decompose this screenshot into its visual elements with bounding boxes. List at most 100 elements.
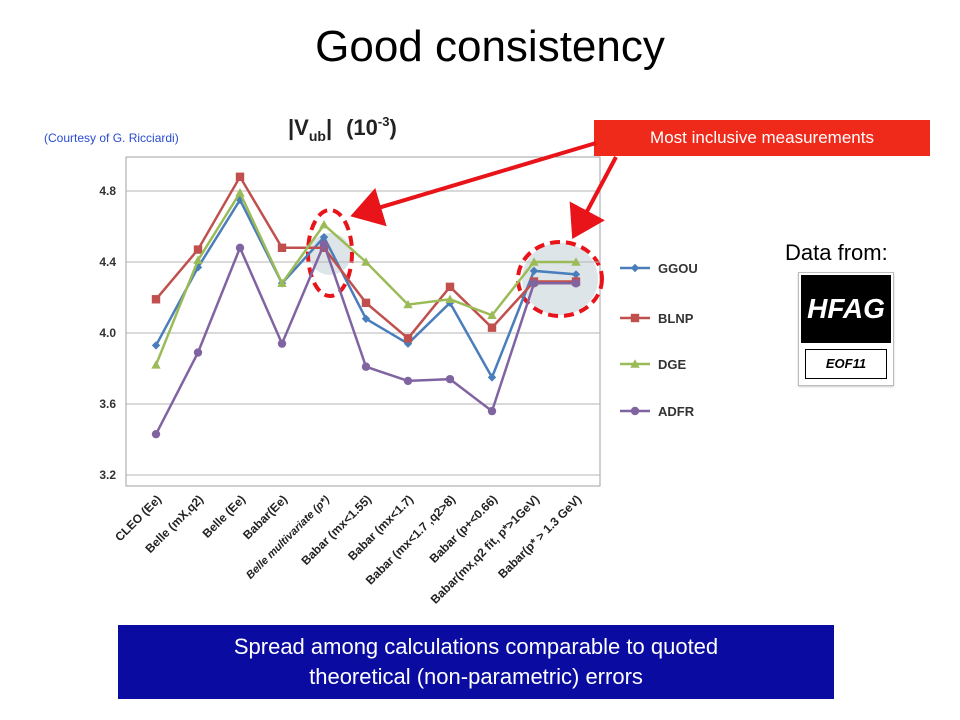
- data-from-label: Data from:: [785, 240, 888, 265]
- arrow-to-babar-inclusive: [569, 156, 618, 240]
- data-point-blnp: [193, 245, 203, 254]
- data-point-adfr: [193, 348, 203, 357]
- data-point-dge: [445, 294, 455, 303]
- highlight-circle-left: [306, 208, 354, 298]
- x-tick-label: CLEO (Ee): [112, 492, 164, 544]
- data-point-adfr: [151, 429, 161, 439]
- x-tick-label: Belle (mX,q2): [142, 492, 206, 556]
- summary-box: Spread among calculations comparable to …: [118, 625, 834, 699]
- legend-label-adfr: ADFR: [658, 404, 695, 419]
- data-point-blnp: [487, 323, 497, 332]
- slide-title: Good consistency: [315, 22, 665, 71]
- data-point-ggou: [193, 263, 203, 272]
- data-point-blnp: [151, 295, 161, 304]
- chart-title-sub: ub: [309, 128, 326, 144]
- data-point-dge: [403, 299, 413, 309]
- hfag-logo-text: HFAG: [801, 275, 891, 343]
- x-tick-label: Babar(p* > 1.3 GeV): [495, 492, 584, 581]
- series-line-ggou: [154, 197, 577, 381]
- highlight-fill-right: [522, 243, 598, 315]
- legend-label-ggou: GGOU: [658, 261, 698, 276]
- chart-title-close: ): [389, 115, 396, 140]
- data-point-blnp: [445, 282, 455, 292]
- summary-line-1: Spread among calculations comparable to …: [233, 634, 719, 659]
- data-point-adfr: [445, 374, 455, 384]
- x-tick-label: Babar (mx<1.7 ,q2>8): [363, 492, 458, 587]
- data-point-adfr: [403, 376, 413, 386]
- legend-marker-adfr: [630, 406, 640, 416]
- data-point-dge: [361, 257, 371, 266]
- data-point-blnp: [571, 277, 581, 286]
- data-point-blnp: [235, 172, 245, 181]
- data-point-ggou: [319, 232, 329, 242]
- data-point-dge: [277, 278, 287, 287]
- data-point-adfr: [277, 339, 287, 348]
- data-point-ggou: [361, 314, 371, 323]
- hfag-logo: HFAG EOF11: [798, 272, 894, 386]
- data-point-dge: [487, 310, 497, 319]
- data-point-ggou: [487, 373, 497, 382]
- legend-label-blnp: BLNP: [658, 311, 694, 326]
- series-line-adfr: [154, 240, 576, 435]
- y-tick-label: 3.6: [99, 397, 116, 411]
- x-tick-label: Babar(mx,q2 fit, p*>1GeV): [428, 492, 542, 606]
- legend: GGOU BLNP DGE ADFR: [620, 261, 698, 419]
- data-point-ggou: [529, 266, 539, 276]
- plot-area: [125, 156, 601, 487]
- y-tick-label: 4.8: [99, 184, 116, 198]
- y-tick-label: 4.4: [99, 255, 116, 269]
- data-point-blnp: [319, 243, 329, 252]
- data-point-dge: [193, 255, 203, 264]
- x-tick-label: Belle multivariate (p*): [244, 493, 332, 581]
- summary-line-2: theoretical (non-parametric) errors: [309, 664, 643, 689]
- data-point-ggou: [235, 195, 245, 205]
- data-point-ggou: [445, 298, 455, 308]
- legend-marker-blnp: [630, 313, 640, 323]
- data-point-dge: [235, 188, 245, 197]
- y-tick-label: 4.0: [99, 326, 116, 340]
- data-point-blnp: [529, 277, 539, 286]
- highlight-fill-left: [309, 233, 351, 275]
- eof11-logo-text: EOF11: [805, 349, 887, 379]
- x-tick-label: Babar (mx<1.7): [345, 492, 416, 563]
- data-point-dge: [529, 257, 539, 266]
- chart-title-bar: |: [326, 115, 332, 140]
- chart-title-unit: (10: [346, 115, 378, 140]
- highlight-circle-right: [516, 240, 604, 318]
- data-point-ggou: [151, 341, 161, 350]
- data-point-dge: [571, 257, 581, 266]
- data-point-dge: [319, 220, 329, 229]
- data-point-ggou: [403, 339, 413, 348]
- legend-marker-ggou: [630, 263, 640, 273]
- data-point-adfr: [319, 240, 329, 249]
- data-point-adfr: [235, 243, 245, 252]
- data-point-dge: [151, 360, 161, 369]
- series-line-blnp: [155, 174, 576, 341]
- data-point-ggou: [277, 279, 287, 288]
- grid-layer: 3.2 3.6 4.0 4.4 4.8: [99, 184, 600, 482]
- chart-title-main: |V: [288, 115, 309, 140]
- data-point-adfr: [571, 279, 581, 288]
- series-line-dge: [154, 190, 576, 366]
- x-tick-labels: CLEO (Ee)Belle (mX,q2)Belle (Ee)Babar(Ee…: [112, 492, 584, 606]
- legend-label-dge: DGE: [658, 357, 687, 372]
- data-point-adfr: [529, 279, 539, 288]
- x-tick-label: Babar(Ee): [240, 492, 290, 542]
- courtesy-note: (Courtesy of G. Ricciardi): [44, 131, 179, 145]
- x-tick-label: Babar (p+<0.66): [427, 492, 501, 566]
- data-point-blnp: [403, 334, 413, 343]
- y-tick-label: 3.2: [99, 468, 116, 482]
- series-layer: [151, 172, 581, 439]
- arrow-to-belle-multivariate: [350, 141, 597, 227]
- x-tick-label: Babar (mx<1.55): [298, 492, 374, 568]
- chart-title-exponent: -3: [378, 114, 390, 129]
- callout-box: Most inclusive measurements: [594, 120, 930, 156]
- data-point-blnp: [361, 298, 371, 308]
- data-point-ggou: [571, 270, 581, 279]
- data-point-adfr: [487, 406, 497, 416]
- chart-title: |Vub| (10-3): [288, 114, 397, 144]
- data-point-blnp: [277, 243, 287, 252]
- legend-marker-dge: [630, 359, 640, 368]
- data-point-adfr: [361, 362, 371, 371]
- x-tick-label: Belle (Ee): [200, 492, 249, 541]
